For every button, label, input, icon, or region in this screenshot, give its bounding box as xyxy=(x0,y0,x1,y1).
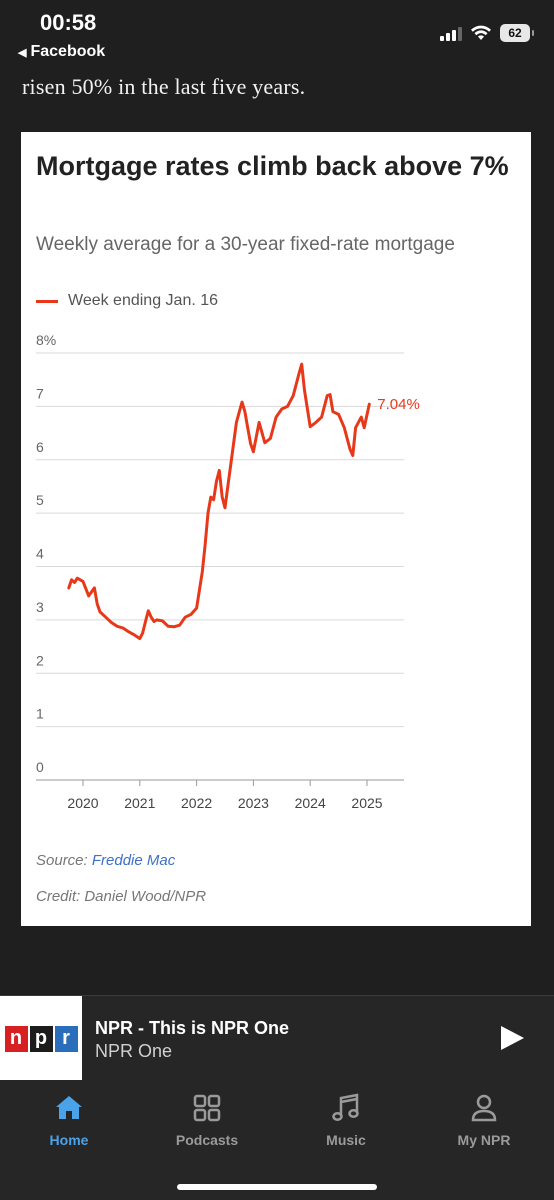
npr-logo-letter-r: r xyxy=(54,1025,78,1052)
play-icon[interactable] xyxy=(498,1024,526,1052)
chart-subtitle: Weekly average for a 30-year fixed-rate … xyxy=(36,234,455,255)
npr-logo: n p r xyxy=(0,996,82,1081)
chart-title: Mortgage rates climb back above 7% xyxy=(36,151,509,181)
x-tick-label: 2022 xyxy=(181,795,212,811)
x-tick-label: 2023 xyxy=(238,795,269,811)
back-arrow-icon: ◀ xyxy=(18,46,27,59)
x-tick-label: 2024 xyxy=(295,795,326,811)
npr-logo-letter-n: n xyxy=(4,1025,28,1052)
tab-music-label: Music xyxy=(326,1132,366,1148)
tab-my-npr[interactable]: My NPR xyxy=(415,1092,553,1148)
wifi-icon xyxy=(471,25,491,40)
status-bar: 00:58 ◀ Facebook 62 xyxy=(0,0,554,70)
article-text: risen 50% in the last five years. xyxy=(22,74,306,99)
status-icons: 62 xyxy=(440,24,534,42)
chart-credit: Credit: Daniel Wood/NPR xyxy=(36,888,207,905)
clock-time: 00:58 xyxy=(40,10,97,35)
rate-series-line xyxy=(67,362,371,641)
x-tick-label: 2021 xyxy=(124,795,155,811)
home-icon xyxy=(56,1096,82,1119)
y-tick-label: 8% xyxy=(36,332,56,348)
x-tick-label: 2025 xyxy=(351,795,382,811)
cellular-signal-icon xyxy=(440,25,462,41)
tab-music[interactable]: Music xyxy=(277,1092,415,1148)
y-tick-label: 1 xyxy=(36,706,44,722)
end-value-label: 7.04% xyxy=(377,396,420,413)
y-tick-label: 0 xyxy=(36,759,44,775)
npr-logo-letter-p: p xyxy=(29,1025,53,1052)
tab-podcasts-label: Podcasts xyxy=(175,1132,239,1148)
source-prefix: Source: xyxy=(36,852,92,869)
home-indicator xyxy=(177,1184,377,1190)
back-app-label: Facebook xyxy=(30,43,106,60)
tab-podcasts[interactable]: Podcasts xyxy=(138,1092,276,1148)
y-tick-label: 2 xyxy=(36,652,44,668)
chart-legend: Week ending Jan. 16 xyxy=(36,292,218,310)
y-tick-label: 5 xyxy=(36,492,44,508)
tab-home-label: Home xyxy=(49,1132,89,1148)
y-tick-label: 6 xyxy=(36,439,44,455)
bottom-tab-bar: Home Podcasts Music My NPR xyxy=(0,1080,554,1200)
chart-source: Source: Freddie Mac xyxy=(36,852,175,869)
y-tick-label: 4 xyxy=(36,546,44,562)
music-note-icon xyxy=(332,1093,359,1121)
battery-level: 62 xyxy=(508,26,522,40)
tab-home[interactable]: Home xyxy=(0,1092,138,1148)
y-tick-label: 7 xyxy=(36,385,44,401)
now-playing-bar[interactable]: n p r NPR - This is NPR One NPR One xyxy=(0,995,554,1081)
player-subtitle: NPR One xyxy=(95,1041,173,1061)
person-icon xyxy=(471,1094,497,1122)
x-tick-label: 2020 xyxy=(67,795,98,811)
mortgage-rate-chart: 0 1 2 3 4 5 6 7 8% 2020 2021 2022 2023 2024 2025 7.04% xyxy=(36,332,420,811)
podcasts-grid-icon xyxy=(193,1094,221,1122)
legend-label: Week ending Jan. 16 xyxy=(68,292,219,309)
chart-card: Mortgage rates climb back above 7% Weekl… xyxy=(21,132,531,926)
y-tick-label: 3 xyxy=(36,599,44,615)
source-link[interactable]: Freddie Mac xyxy=(91,852,176,869)
back-to-app-button[interactable]: ◀ Facebook xyxy=(18,43,105,61)
player-title: NPR - This is NPR One xyxy=(95,1018,290,1038)
tab-my-npr-label: My NPR xyxy=(457,1132,511,1148)
battery-icon: 62 xyxy=(500,24,534,42)
legend-swatch xyxy=(36,299,58,303)
